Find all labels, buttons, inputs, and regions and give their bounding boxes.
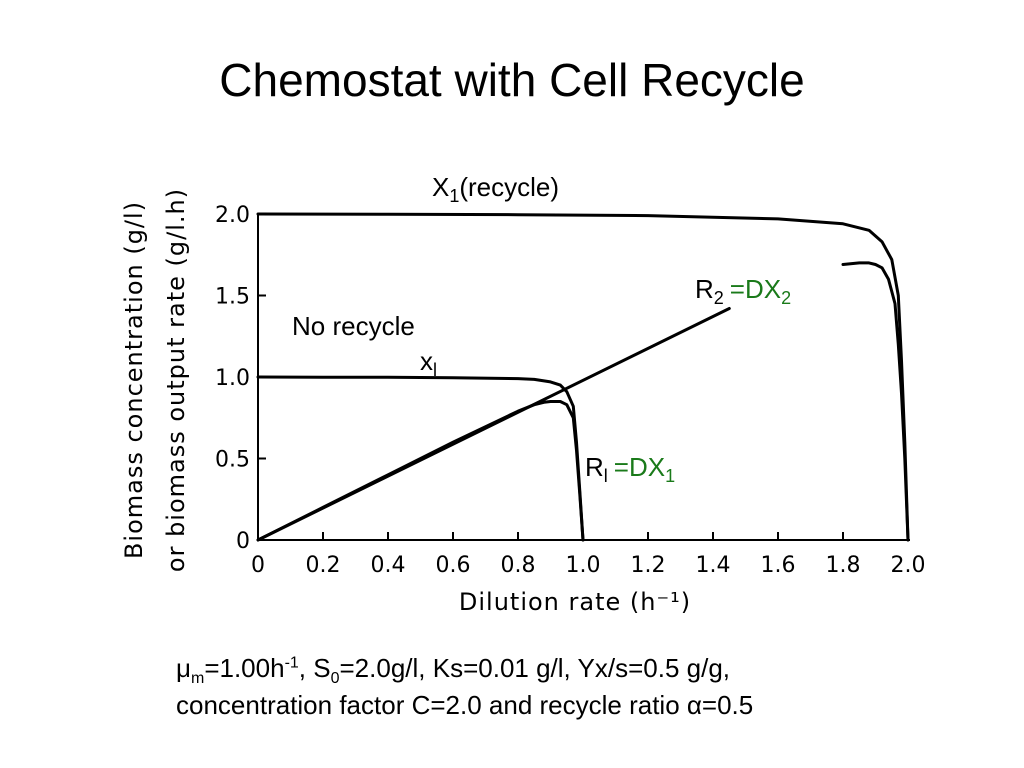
- x-ticks: 0 0.2 0.4 0.6 0.8 1.0 1.2 1.4 1.6 1.8 2.0: [251, 532, 926, 578]
- series-line-r1-no-recycle: [256, 400, 585, 542]
- x-tick-label: 1.4: [696, 553, 731, 578]
- x-tick-label: 0.8: [501, 553, 536, 578]
- caption-line2: concentration factor C=2.0 and recycle r…: [176, 690, 754, 720]
- x-axis-label: Dilution rate (h⁻¹): [459, 588, 691, 616]
- annotation-r1: Rl =DX1: [585, 452, 675, 486]
- y-tick-label: 0.5: [215, 448, 250, 473]
- caption-line1: μm=1.00h-1, S0=2.0g/l, Ks=0.01 g/l, Yx/s…: [176, 653, 731, 688]
- x-tick-label: 1.6: [761, 553, 796, 578]
- annotation-x1-recycle: X1(recycle): [432, 172, 559, 206]
- x-tick-label: 2.0: [891, 553, 926, 578]
- series-line-x1-recycle: [256, 212, 910, 542]
- annotation-r2: R2 =DX2: [695, 274, 791, 308]
- annotation-no-recycle: No recycle: [292, 311, 415, 341]
- page-title: Chemostat with Cell Recycle: [219, 54, 805, 106]
- series-lines: [256, 212, 910, 542]
- series-line-r2-recycle: [841, 261, 910, 542]
- y-tick-label: 0: [236, 529, 250, 554]
- y-tick-label: 1.5: [215, 285, 250, 310]
- y-axis-label-line1: Biomass concentration (g/l): [120, 201, 148, 559]
- y-tick-label: 1.0: [215, 366, 250, 391]
- y-axis-label-line2: or biomass output rate (g/l.h): [162, 188, 190, 572]
- x-tick-label: 0: [251, 553, 265, 578]
- x-tick-label: 1.2: [631, 553, 666, 578]
- x-tick-label: 0.6: [436, 553, 471, 578]
- x-tick-label: 0.4: [371, 553, 406, 578]
- caption: μm=1.00h-1, S0=2.0g/l, Ks=0.01 g/l, Yx/s…: [176, 650, 996, 724]
- x-tick-label: 1.0: [566, 553, 601, 578]
- series-line-dilution-line: [256, 307, 731, 542]
- x-tick-label: 0.2: [306, 553, 341, 578]
- annotation-x1: xl: [420, 346, 437, 380]
- x-tick-label: 1.8: [826, 553, 861, 578]
- chart: 0 0.5 1.0 1.5 2.0 0 0.2 0.4 0.6 0.8 1.0 1.2 1.4 1.6 1…: [120, 172, 926, 616]
- y-tick-label: 2.0: [215, 203, 250, 228]
